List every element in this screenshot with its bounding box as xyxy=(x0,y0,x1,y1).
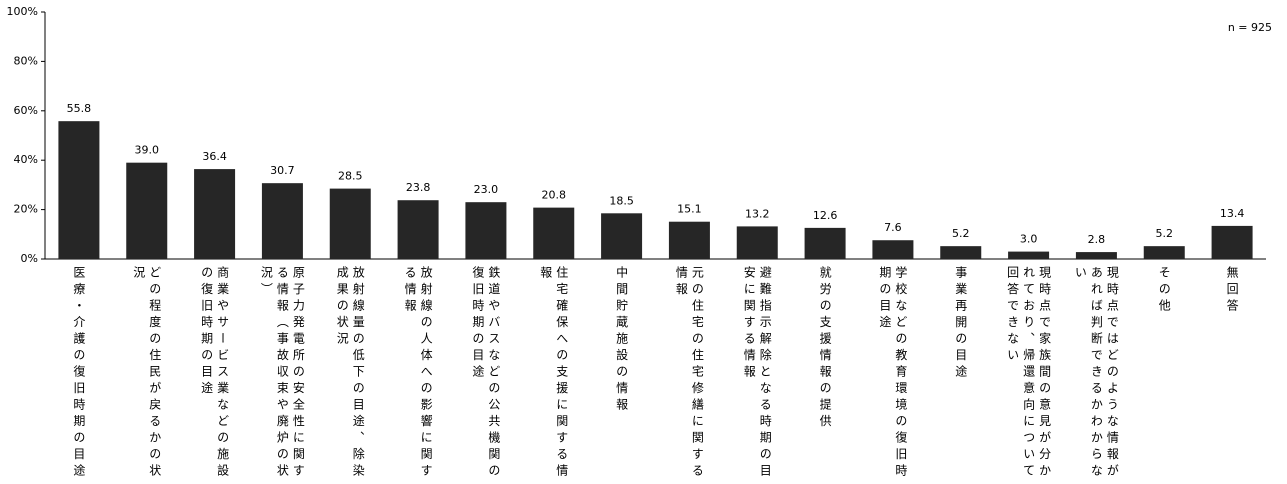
value-label: 12.6 xyxy=(813,209,838,222)
bar xyxy=(940,246,982,259)
value-label: 55.8 xyxy=(67,102,92,115)
value-label: 18.5 xyxy=(609,194,634,207)
y-tick-label: 20% xyxy=(14,203,38,216)
value-label: 36.4 xyxy=(202,150,227,163)
bar xyxy=(1075,252,1117,259)
y-tick-label: 60% xyxy=(14,104,38,117)
x-tick-label: 放射線の人体への影響に関する情報 xyxy=(403,266,434,481)
bar xyxy=(533,207,575,259)
bar xyxy=(1143,246,1185,259)
x-tick-label: どの程度の住民が戻るかの状況 xyxy=(131,266,162,481)
bar xyxy=(194,169,236,259)
value-label: 30.7 xyxy=(270,164,295,177)
value-label: 28.5 xyxy=(338,170,363,183)
bar xyxy=(465,202,507,259)
x-tick-label: 避難指示解除となる時期の目安に関する情報 xyxy=(742,266,773,481)
x-tick-label: 住宅確保への支援に関する情報 xyxy=(538,266,569,481)
x-tick-label: 事業再開の目途 xyxy=(953,266,968,382)
x-tick-label: 商業やサービス業などの施設の復旧時期の目途 xyxy=(199,266,230,481)
value-label: 13.4 xyxy=(1220,207,1245,220)
y-tick-label: 0% xyxy=(21,252,38,265)
bar xyxy=(872,240,914,259)
value-label: 15.1 xyxy=(677,203,702,216)
value-label: 2.8 xyxy=(1088,233,1106,246)
value-label: 39.0 xyxy=(135,144,160,157)
x-tick-label: 医療・介護の復旧時期の目途 xyxy=(71,266,86,481)
value-label: 7.6 xyxy=(884,221,902,234)
x-tick-label: 鉄道やバスなどの公共機関の復旧時期の目途 xyxy=(470,266,501,481)
y-tick-label: 80% xyxy=(14,54,38,67)
value-label: 5.2 xyxy=(952,227,970,240)
bar xyxy=(736,226,778,259)
bar xyxy=(804,227,846,259)
value-label: 5.2 xyxy=(1156,227,1174,240)
bar xyxy=(397,200,439,259)
bar xyxy=(329,188,371,259)
value-label: 20.8 xyxy=(542,189,567,202)
sample-size: n = 925 xyxy=(1228,21,1272,34)
x-tick-label: 現時点ではどのような情報があれば判断できるかわからない xyxy=(1073,266,1120,481)
value-label: 13.2 xyxy=(745,207,770,220)
x-tick-label: 就労の支援情報の提供 xyxy=(818,266,833,431)
value-label: 23.0 xyxy=(474,183,499,196)
bar xyxy=(58,121,100,259)
x-tick-label: 中間貯蔵施設の情報 xyxy=(614,266,629,415)
bar xyxy=(261,183,303,259)
y-tick-label: 100% xyxy=(7,5,38,18)
x-tick-label: 無回答 xyxy=(1225,266,1240,316)
x-tick-label: 元の住宅の住宅修繕に関する情報 xyxy=(674,266,705,481)
bar xyxy=(126,162,168,259)
x-tick-label: 現時点で家族間の意見が分かれており、帰還意向について回答できない xyxy=(1005,266,1052,481)
x-tick-label: 学校などの教育環境の復旧時期の目途 xyxy=(877,266,908,481)
value-label: 23.8 xyxy=(406,181,431,194)
x-tick-label: 放射線量の低下の目途、除染成果の状況 xyxy=(335,266,366,481)
y-tick-label: 40% xyxy=(14,153,38,166)
x-tick-label: その他 xyxy=(1157,266,1172,316)
bar xyxy=(1211,225,1253,259)
bar xyxy=(668,221,710,259)
bar xyxy=(601,213,643,259)
x-tick-label: 原子力発電所の安全性に関する情報（事故収束や廃炉の状況） xyxy=(259,266,306,481)
bar xyxy=(1008,251,1050,259)
value-label: 3.0 xyxy=(1020,233,1038,246)
